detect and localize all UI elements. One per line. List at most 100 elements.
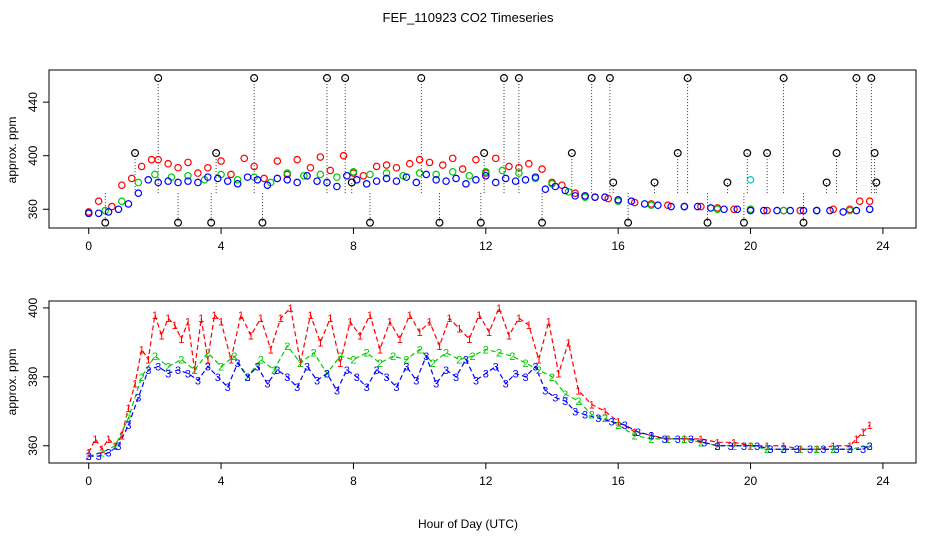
data-point-s2: 2 (536, 365, 542, 377)
y-tick-label: 400 (26, 298, 40, 318)
data-point-s1: 1 (99, 444, 105, 456)
y-tick-label: 440 (26, 92, 40, 112)
x-tick-label: 12 (479, 239, 493, 253)
data-point-s1: 1 (417, 327, 423, 339)
data-point-s2: 2 (139, 372, 145, 384)
data-point-ref (587, 74, 596, 83)
data-point-s2 (448, 167, 457, 176)
data-point-s2: 2 (311, 348, 317, 360)
data-point-ref (347, 178, 356, 187)
data-point-s1: 1 (496, 303, 502, 315)
data-point-s3 (213, 174, 222, 183)
data-point-s2: 2 (284, 341, 290, 353)
data-point-s2: 2 (830, 444, 836, 456)
data-point-s3: 3 (834, 444, 840, 456)
data-point-s1 (392, 163, 401, 172)
data-point-s3 (839, 208, 847, 216)
data-point-s1: 1 (185, 317, 191, 329)
data-point-s3: 3 (820, 444, 826, 456)
data-point-s1: 1 (830, 441, 836, 453)
data-point-s2 (333, 173, 341, 181)
data-point-s3: 3 (433, 379, 439, 391)
data-point-s3: 3 (701, 437, 707, 449)
data-point-s3 (640, 200, 649, 208)
data-point-s3: 3 (344, 365, 350, 377)
x-axis-label: Hour of Day (UTC) (418, 517, 518, 531)
data-point-s1 (425, 158, 434, 167)
data-point-s1 (326, 166, 335, 175)
data-point-s3: 3 (244, 372, 250, 384)
data-point-ref (739, 218, 748, 227)
data-point-s2: 2 (698, 437, 704, 449)
data-point-ref (154, 74, 163, 83)
data-point-s1: 1 (288, 303, 294, 315)
top-y-axis-label: approx. ppm (5, 117, 19, 184)
data-point-s3: 3 (274, 365, 280, 377)
data-point-s1 (147, 155, 156, 164)
x-tick-label: 24 (876, 474, 890, 488)
data-point-s3: 3 (254, 361, 260, 373)
data-point-s1 (194, 169, 202, 177)
x-tick-label: 0 (85, 239, 92, 253)
data-point-ref (538, 218, 547, 227)
data-point-s3: 3 (781, 444, 787, 456)
data-point-s3: 3 (635, 427, 641, 439)
data-point-ref (341, 74, 350, 83)
data-point-s1: 1 (546, 317, 552, 329)
data-point-s2: 2 (258, 355, 264, 367)
data-point-s3: 3 (235, 358, 241, 370)
data-point-s1: 1 (565, 337, 571, 349)
x-tick-label: 16 (611, 474, 625, 488)
data-point-ref (872, 178, 881, 187)
data-point-s3 (343, 171, 351, 180)
data-point-s3 (204, 173, 212, 181)
data-point-s3 (571, 192, 579, 200)
data-point-s1: 1 (814, 444, 820, 456)
data-point-s3 (223, 177, 232, 185)
data-point-s2: 2 (218, 361, 224, 373)
data-point-s3 (865, 205, 874, 214)
data-point-s2: 2 (364, 348, 370, 360)
data-point-s3: 3 (493, 361, 499, 373)
data-point-s2: 2 (297, 358, 303, 370)
data-point-s1 (154, 155, 163, 164)
data-point-s3 (733, 205, 742, 214)
data-point-s3: 3 (125, 420, 131, 432)
x-tick-label: 4 (218, 474, 225, 488)
data-point-s1: 1 (125, 403, 131, 415)
data-point-s3 (799, 206, 808, 215)
data-point-s3: 3 (860, 444, 866, 456)
data-point-s3 (746, 206, 755, 215)
data-point-s1: 1 (139, 344, 145, 356)
data-point-s2: 2 (589, 410, 595, 422)
data-point-ref (567, 149, 576, 158)
data-point-s3 (521, 175, 530, 184)
data-point-s1 (458, 165, 467, 173)
data-point-s2 (465, 171, 474, 180)
data-point-s3 (392, 177, 401, 185)
data-point-s3: 3 (334, 386, 340, 398)
data-point-s1 (382, 161, 391, 169)
data-point-ref (870, 149, 879, 158)
data-point-s1: 1 (377, 344, 383, 356)
data-point-s2: 2 (648, 434, 654, 446)
data-point-ref (101, 218, 110, 227)
data-point-s3: 3 (867, 441, 873, 453)
data-point-s2 (184, 171, 192, 180)
data-point-s1: 1 (228, 355, 234, 367)
data-point-s1 (763, 206, 771, 215)
data-point-s3: 3 (522, 372, 528, 384)
data-point-s2: 2 (867, 441, 873, 453)
data-point-s1: 1 (853, 434, 859, 446)
data-point-s1: 1 (297, 358, 303, 370)
data-point-s3 (591, 193, 599, 202)
data-point-s1: 1 (466, 334, 472, 346)
x-tick-label: 8 (350, 239, 357, 253)
data-point-s3 (104, 208, 113, 216)
data-point-s2 (415, 169, 424, 177)
data-point-s1: 1 (92, 434, 98, 446)
data-point-s3 (124, 200, 133, 208)
bottom-y-axis-label: approx. ppm (5, 349, 19, 416)
data-point-s3: 3 (675, 434, 681, 446)
data-point-s3: 3 (443, 365, 449, 377)
